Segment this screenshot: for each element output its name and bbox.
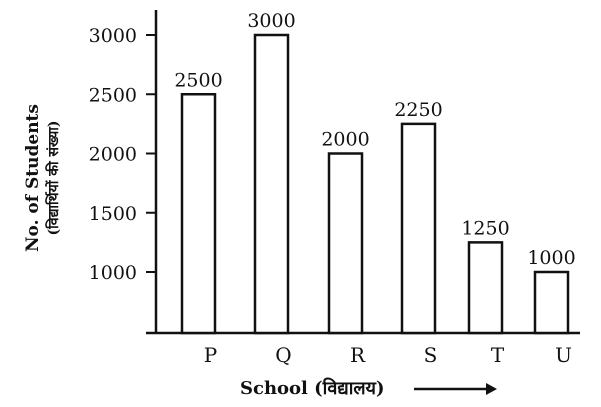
y-tick-label: 1000 [89,262,137,284]
y-ticks: 1000 1500 2000 2500 3000 [89,25,156,284]
y-axis-title-group: No. of Students [23,104,43,252]
y-tick-label: 1500 [89,203,137,225]
data-label-t: 1250 [461,217,509,239]
x-category-labels: P Q R S T U [204,343,572,367]
x-tick-label-p: P [204,343,217,367]
data-label-q: 3000 [247,10,295,32]
y-tick-label: 2000 [89,144,137,166]
x-axis-title: School (विद्यालय) [240,377,385,399]
y-axis-title: No. of Students [23,104,43,252]
y-axis-subtitle-group: (विद्यार्थियों की संख्या) [45,121,62,236]
bar-u [533,270,570,335]
data-labels: 2500 3000 2000 2250 1250 1000 [174,10,575,269]
data-label-u: 1000 [527,247,575,269]
y-tick-label: 2500 [89,84,137,106]
bar-r [327,152,364,335]
data-label-r: 2000 [321,129,369,151]
y-axis-subtitle: (विद्यार्थियों की संख्या) [45,121,62,236]
bar-s [400,122,437,335]
x-tick-label-q: Q [275,343,291,367]
x-tick-label-s: S [424,343,438,367]
x-tick-label-u: U [555,343,572,367]
x-tick-label-r: R [350,343,366,367]
bar-q [253,33,290,335]
data-label-s: 2250 [394,99,442,121]
x-tick-label-t: T [491,343,505,367]
bars [180,33,570,335]
bar-t [467,241,504,335]
right-arrow-icon [414,383,497,395]
bar-p [180,93,217,335]
data-label-p: 2500 [174,69,222,91]
y-tick-label: 3000 [89,25,137,47]
